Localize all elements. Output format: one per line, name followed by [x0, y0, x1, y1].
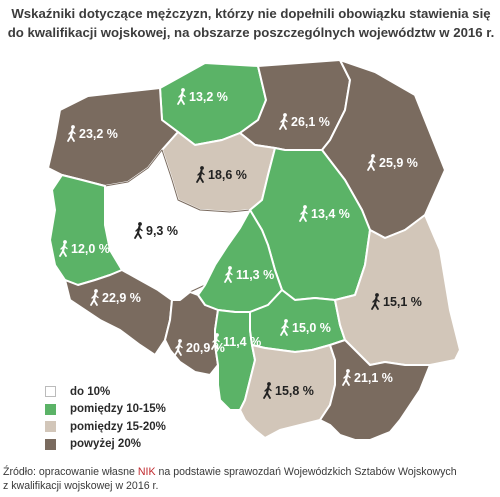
region-value-lodzkie: 11,3 % [236, 268, 274, 282]
region-label-dolnoslaskie: 22,9 % [90, 289, 141, 306]
walking-person-icon [90, 289, 99, 306]
region-value-lubelskie: 15,1 % [383, 295, 422, 309]
legend-item-range15-20: pomiędzy 15-20% [45, 418, 166, 436]
region-label-wielkopolskie: 9,3 % [134, 222, 178, 239]
walking-person-icon [177, 88, 186, 105]
walking-person-icon [196, 166, 205, 183]
map-title: Wskaźniki dotyczące mężczyzn, którzy nie… [6, 4, 496, 42]
region-label-lubuskie: 12,0 % [59, 240, 110, 257]
legend: do 10% pomiędzy 10-15% pomiędzy 15-20% p… [45, 383, 166, 453]
region-podkarpackie[interactable] [319, 339, 431, 441]
nik-link[interactable]: NIK [137, 466, 156, 478]
legend-label-below10: do 10% [70, 385, 111, 398]
source-line-1: Źródło: opracowanie własne NIK na podsta… [3, 466, 497, 480]
legend-swatch-range10-15 [45, 403, 56, 415]
source-line-2: z kwalifikacji wojskowej w 2016 r. [3, 479, 159, 492]
legend-label-range10-15: pomiędzy 10-15% [70, 403, 166, 416]
region-label-warminsko-mazurskie: 26,1 % [279, 113, 330, 130]
region-value-mazowieckie: 13,4 % [311, 207, 350, 221]
walking-person-icon [280, 319, 289, 336]
region-label-lubelskie: 15,1 % [371, 293, 422, 310]
walking-person-icon [371, 293, 380, 310]
legend-item-below10: do 10% [45, 383, 166, 401]
walking-person-icon [59, 240, 68, 257]
region-value-podkarpackie: 21,1 % [354, 371, 393, 385]
region-label-kujawsko-pomorskie: 18,6 % [196, 166, 247, 183]
walking-person-icon [367, 154, 376, 171]
region-value-opolskie: 20,9 % [186, 341, 225, 355]
region-value-pomorskie: 13,2 % [189, 90, 228, 104]
region-value-warminsko-mazurskie: 26,1 % [291, 115, 330, 129]
walking-person-icon [67, 125, 76, 142]
region-label-mazowieckie: 13,4 % [299, 205, 350, 222]
region-label-zachodniopomorskie: 23,2 % [67, 125, 118, 142]
region-label-slaskie: 11,4 % [211, 333, 261, 350]
legend-swatch-above20 [45, 438, 56, 450]
walking-person-icon [211, 333, 220, 350]
region-label-podlaskie: 25,9 % [367, 154, 418, 171]
poland-voivodeship-map: 13,2 % 23,2 % 26,1 % 25,9 % 18,6 % 9,3 % 12,0 … [47, 59, 461, 441]
region-value-malopolskie: 15,8 % [275, 384, 314, 398]
title-line-1: Wskaźniki dotyczące mężczyzn, którzy nie… [11, 6, 491, 21]
source-rest: na podstawie sprawozdań Wojewódzkich Szt… [155, 466, 457, 478]
walking-person-icon [174, 339, 183, 356]
walking-person-icon [134, 222, 143, 239]
region-value-swietokrzyskie: 15,0 % [292, 321, 331, 335]
region-value-podlaskie: 25,9 % [379, 156, 418, 170]
legend-item-above20: powyżej 20% [45, 436, 166, 454]
region-malopolskie[interactable] [239, 344, 336, 439]
region-value-lubuskie: 12,0 % [71, 242, 110, 256]
legend-label-range15-20: pomiędzy 15-20% [70, 420, 166, 433]
source-prefix: Źródło: opracowanie własne [3, 466, 138, 478]
walking-person-icon [279, 113, 288, 130]
region-label-swietokrzyskie: 15,0 % [280, 319, 331, 336]
title-line-2: do kwalifikacji wojskowej, na obszarze p… [7, 25, 495, 40]
region-label-lodzkie: 11,3 % [224, 266, 274, 283]
walking-person-icon [263, 382, 272, 399]
legend-swatch-below10 [45, 386, 56, 398]
region-value-wielkopolskie: 9,3 % [146, 224, 178, 238]
region-value-zachodniopomorskie: 23,2 % [79, 127, 118, 141]
legend-label-above20: powyżej 20% [70, 438, 141, 451]
walking-person-icon [224, 266, 233, 283]
legend-swatch-range15-20 [45, 421, 56, 433]
walking-person-icon [342, 369, 351, 386]
region-label-pomorskie: 13,2 % [177, 88, 228, 105]
region-value-slaskie: 11,4 % [223, 335, 261, 349]
region-value-dolnoslaskie: 22,9 % [102, 291, 141, 305]
region-value-kujawsko-pomorskie: 18,6 % [208, 168, 247, 182]
source-note: Źródło: opracowanie własne NIK na podsta… [3, 466, 497, 493]
legend-item-range10-15: pomiędzy 10-15% [45, 401, 166, 419]
region-label-podkarpackie: 21,1 % [342, 369, 393, 386]
region-label-malopolskie: 15,8 % [263, 382, 314, 399]
walking-person-icon [299, 205, 308, 222]
